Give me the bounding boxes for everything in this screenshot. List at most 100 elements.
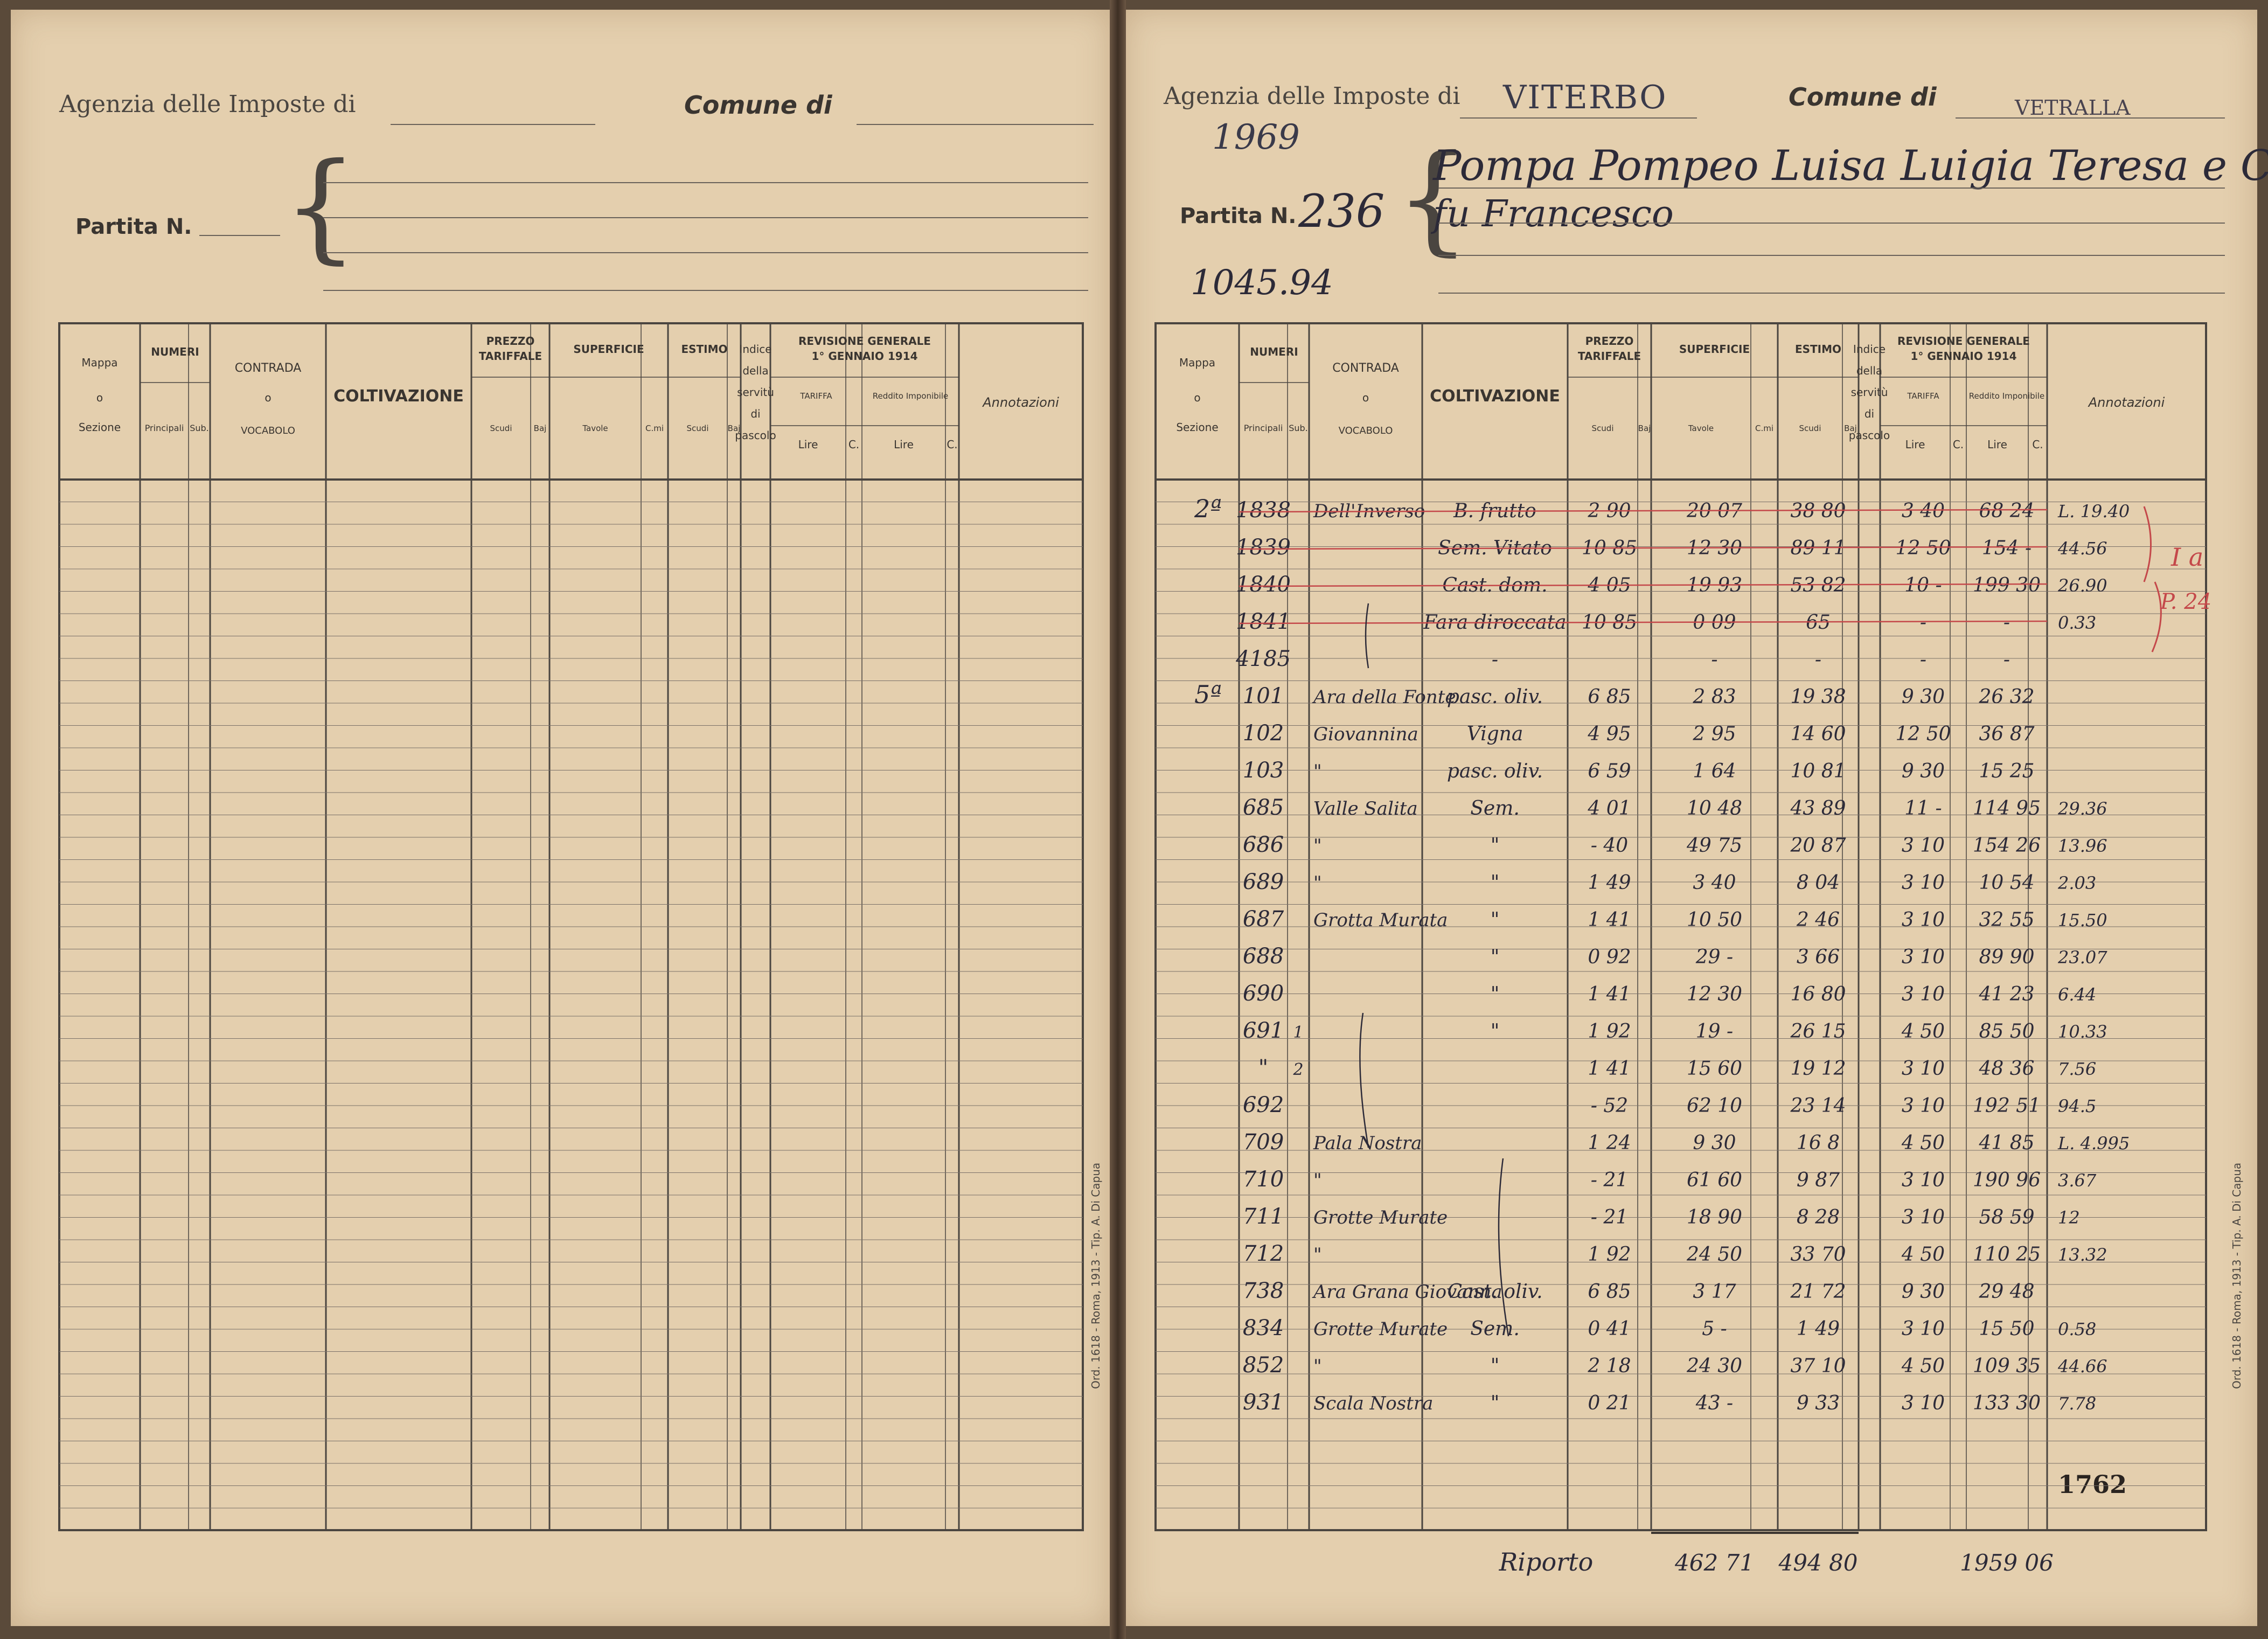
- right-hdr-c: C.: [1953, 438, 1964, 451]
- totals-reddito: 1959 06: [1960, 1550, 2054, 1576]
- right-hdr-prezzo: PREZZO: [1585, 335, 1634, 348]
- right-hdr-reddito: Reddito Imponibile: [1969, 391, 2045, 401]
- ditto-stroke: [1359, 1012, 1369, 1148]
- row-coltivazione: ": [1491, 872, 1500, 894]
- left-hdr-indice: pascolo: [735, 429, 776, 442]
- row-contrada: ": [1313, 761, 1322, 782]
- row-coltivazione: Sem.: [1470, 797, 1520, 820]
- row-annotazione: 23.07: [2057, 947, 2107, 968]
- row-annotazione: 0.33: [2058, 613, 2096, 633]
- right-hdr-principali: Principali: [1244, 423, 1283, 433]
- right-owner-rule-1: [1438, 187, 2225, 189]
- row-reddito: -: [2003, 612, 2010, 634]
- row-prezzo: 1 41: [1588, 983, 1631, 1005]
- row-superficie: 5 -: [1702, 1318, 1727, 1340]
- row-prezzo: 0 41: [1588, 1318, 1631, 1340]
- right-hdr-contrada-o: o: [1362, 391, 1369, 404]
- row-reddito: 15 50: [1979, 1318, 2034, 1340]
- row-number: 101: [1243, 684, 1284, 709]
- right-ref-note: 1045.94: [1191, 263, 1333, 303]
- row-reddito: 41 23: [1978, 983, 2034, 1005]
- row-tariffa: 3 10: [1902, 983, 1945, 1005]
- row-superficie: 2 95: [1692, 723, 1736, 745]
- row-estimo: -: [1815, 649, 1821, 671]
- row-estimo: 1 49: [1797, 1318, 1840, 1340]
- row-number: 712: [1243, 1241, 1284, 1266]
- left-page: Agenzia delle Imposte di Comune di Parti…: [11, 10, 1110, 1626]
- row-coltivazione: ": [1491, 909, 1500, 931]
- row-reddito: 32 55: [1979, 909, 2034, 931]
- row-superficie: 2 83: [1692, 686, 1736, 708]
- left-hdr-sub: Sub.: [190, 423, 209, 433]
- row-number: 711: [1243, 1204, 1284, 1229]
- row-tariffa: -: [1920, 649, 1926, 671]
- row-estimo: 9 87: [1797, 1169, 1840, 1191]
- left-hdr-tavole: Tavole: [582, 423, 608, 433]
- row-coltivazione: ": [1491, 1020, 1500, 1043]
- row-number: 688: [1243, 944, 1284, 969]
- row-superficie: 1 64: [1693, 760, 1736, 782]
- row-tariffa: 3 10: [1902, 946, 1945, 968]
- right-owner-rule-3: [1438, 255, 2225, 256]
- left-owner-line-3: [323, 252, 1088, 253]
- totals-superficie: 462 71: [1674, 1550, 1754, 1576]
- row-number: 691: [1243, 1018, 1284, 1043]
- row-tariffa: 3 10: [1902, 835, 1945, 857]
- row-coltivazione: ": [1491, 983, 1500, 1005]
- left-hdr-numeri: NUMERI: [151, 345, 199, 358]
- left-hdr-indice: di: [750, 407, 760, 420]
- row-coltivazione: Vigna: [1467, 723, 1523, 745]
- row-coltivazione: ": [1491, 1392, 1500, 1414]
- left-hdr-superficie: SUPERFICIE: [573, 343, 644, 356]
- red-strike-line: [1239, 509, 2048, 513]
- row-tariffa: 3 10: [1902, 1392, 1945, 1414]
- row-prezzo: - 40: [1591, 835, 1628, 857]
- row-coltivazione: ": [1491, 1355, 1500, 1377]
- left-hdr-sezione: Sezione: [79, 421, 121, 434]
- row-superficie: 3 40: [1693, 872, 1736, 894]
- row-annotazione: 13.32: [2058, 1245, 2107, 1265]
- right-agenzia-line: [1460, 117, 1697, 119]
- left-agenzia-label: Agenzia delle Imposte di: [59, 91, 356, 118]
- right-hdr-coltivazione: COLTIVAZIONE: [1430, 387, 1560, 406]
- row-coltivazione: ": [1491, 835, 1500, 857]
- row-number: 686: [1243, 832, 1284, 857]
- row-estimo: 9 33: [1797, 1392, 1840, 1414]
- row-prezzo: 0 92: [1588, 946, 1631, 968]
- row-estimo: 8 28: [1797, 1206, 1840, 1228]
- row-prezzo: 1 49: [1588, 872, 1631, 894]
- left-hdr-indice: Indice: [739, 343, 771, 356]
- row-number: 1841: [1236, 609, 1291, 634]
- row-superficie: 29 -: [1695, 946, 1733, 968]
- left-hdr-revisione: REVISIONE GENERALE: [798, 335, 931, 348]
- left-hdr-cmi: C.mi: [645, 423, 664, 433]
- row-reddito: 36 87: [1979, 723, 2034, 745]
- row-estimo: 16 8: [1797, 1132, 1840, 1154]
- red-brace-2: [2151, 581, 2162, 652]
- row-estimo: 21 72: [1790, 1281, 1846, 1303]
- row-estimo: 19 38: [1790, 686, 1846, 708]
- row-contrada: Giovannina: [1313, 724, 1418, 745]
- row-number: 1838: [1236, 498, 1291, 523]
- row-estimo: 23 14: [1790, 1095, 1846, 1117]
- left-partita-line: [199, 235, 280, 236]
- left-hdr-estimo: ESTIMO: [681, 343, 727, 356]
- row-superficie: 19 -: [1696, 1020, 1733, 1043]
- row-tariffa: 3 10: [1902, 909, 1945, 931]
- row-prezzo: 4 01: [1587, 797, 1631, 820]
- right-agenzia-label: Agenzia delle Imposte di: [1164, 82, 1460, 110]
- left-comune-line: [857, 124, 1094, 125]
- red-strike-line: [1239, 546, 2048, 550]
- left-hdr-c: C.: [848, 438, 859, 451]
- row-superficie: 24 50: [1686, 1244, 1742, 1266]
- row-contrada: Valle Salita: [1313, 798, 1418, 820]
- left-hdr-contrada-o: o: [265, 391, 271, 404]
- right-agenzia-value: VITERBO: [1503, 79, 1667, 116]
- row-tariffa: 3 10: [1902, 1169, 1945, 1191]
- row-estimo: 65: [1806, 612, 1831, 634]
- row-mappa: 5ª: [1194, 680, 1222, 709]
- left-owner-line-4: [323, 290, 1088, 291]
- row-number: 738: [1243, 1279, 1284, 1303]
- row-reddito: -: [2003, 649, 2010, 671]
- row-annotazione: 3.67: [2058, 1170, 2097, 1191]
